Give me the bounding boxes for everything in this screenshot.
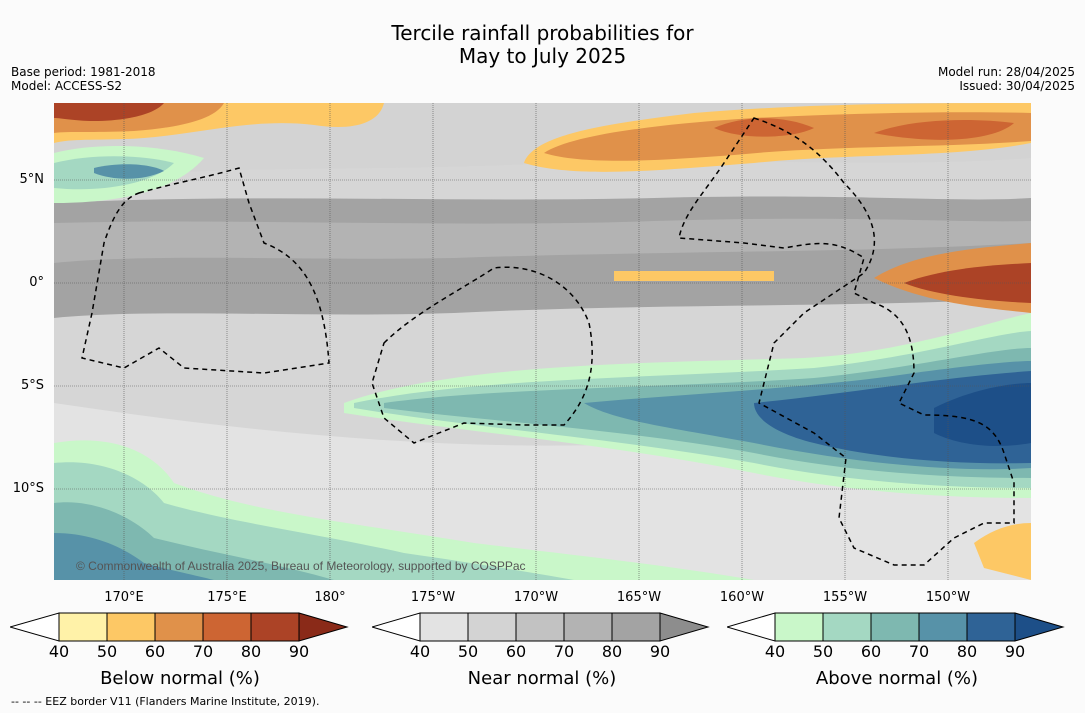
colorbar-near-normal-bar [370,612,710,642]
lon-label-175w: 175°W [410,590,456,605]
lon-label-170e: 170°E [104,590,144,605]
issued-date: Issued: 30/04/2025 [959,79,1075,93]
colorbar-near-normal-extend-right [659,612,710,642]
below-normal-bottomright [974,523,1031,580]
eez-legend-note: -- -- -- EEZ border V11 (Flanders Marine… [11,695,320,708]
colorbar-above-normal-swatch-3 [870,612,920,642]
colorbar-near-normal-swatch-3 [515,612,565,642]
colorbar-above-normal-label: Above normal (%) [815,668,979,689]
below-normal-topright-core2 [874,120,1014,140]
below-normal-equator-strip [614,271,774,281]
tick-above-70: 70 [908,642,930,661]
below-normal-topright-core [714,118,814,137]
colorbar-near-normal-swatch-2 [467,612,517,642]
colorbar-above-normal-extend-left [725,612,776,642]
tick-above-90: 90 [1004,642,1026,661]
colorbar-below-normal-swatch-1 [58,612,108,642]
lat-label-5n: 5°N [19,172,45,187]
colorbar-below-normal-extend-left [8,612,60,642]
lon-label-155w: 155°W [822,590,868,605]
colorbar-near-normal [370,612,712,646]
lat-label-5s: 5°S [20,378,44,393]
lon-label-175e: 175°E [207,590,247,605]
above-normal-south-deep [934,383,1031,446]
map-layers: © Commonwealth of Australia 2025, Bureau… [54,103,1031,580]
tick-below-40: 40 [48,642,70,661]
meta-left: Base period: 1981-2018 Model: ACCESS-S2 [11,65,156,93]
meta-right: Model run: 28/04/2025 Issued: 30/04/2025 [938,65,1075,93]
tick-above-40: 40 [764,642,786,661]
colorbar-below-normal-swatch-2 [106,612,156,642]
title-line-2: May to July 2025 [458,44,627,68]
tick-above-80: 80 [956,642,978,661]
tick-above-60: 60 [860,642,882,661]
colorbar-above-normal-extend-right [1014,612,1065,642]
tick-near-60: 60 [505,642,527,661]
tick-near-90: 90 [649,642,671,661]
colorbar-above-normal-swatch-1 [774,612,824,642]
tick-near-40: 40 [409,642,431,661]
colorbar-below-normal-label: Below normal (%) [100,668,260,689]
probability-map: © Commonwealth of Australia 2025, Bureau… [54,103,1031,580]
colorbar-below-normal [8,612,350,646]
colorbar-above-normal [725,612,1067,646]
lat-label-10s: 10°S [12,481,44,496]
map-credit: © Commonwealth of Australia 2025, Bureau… [76,559,526,573]
lon-label-170w: 170°W [513,590,559,605]
eez-borders [81,117,1015,566]
tick-below-80: 80 [240,642,262,661]
colorbar-near-normal-label: Near normal (%) [467,668,617,689]
lon-label-150w: 150°W [925,590,971,605]
colorbar-above-normal-bar [725,612,1065,642]
title-line-1: Tercile rainfall probabilities for [391,21,694,45]
colorbar-above-normal-swatch-4 [918,612,968,642]
lon-label-165w: 165°W [616,590,662,605]
lat-label-0: 0° [29,275,44,290]
colorbar-near-normal-swatch-1 [419,612,469,642]
colorbar-near-normal-swatch-5 [611,612,661,642]
below-normal-equator-core [904,263,1031,303]
colorbar-near-normal-extend-left [370,612,421,642]
lon-label-160w: 160°W [719,590,765,605]
colorbar-above-normal-swatch-2 [822,612,872,642]
model-name: Model: ACCESS-S2 [11,79,123,93]
tick-below-90: 90 [288,642,310,661]
colorbar-below-normal-swatch-4 [202,612,252,642]
tick-below-60: 60 [144,642,166,661]
tick-below-50: 50 [96,642,118,661]
map-title: Tercile rainfall probabilities for May t… [0,22,1085,68]
eez-phoenix [371,266,593,444]
colorbar-below-normal-extend-right [298,612,349,642]
model-run: Model run: 28/04/2025 [937,65,1075,79]
colorbar-above-normal-swatch-5 [966,612,1016,642]
tick-near-70: 70 [553,642,575,661]
eez-kiribati-gilbert [81,167,330,374]
tick-above-50: 50 [812,642,834,661]
colorbar-below-normal-swatch-5 [250,612,300,642]
colorbar-near-normal-swatch-4 [563,612,613,642]
tick-near-80: 80 [601,642,623,661]
grey-band-mid [54,218,1031,263]
colorbar-below-normal-swatch-3 [154,612,204,642]
below-normal-topleft-core [54,103,164,121]
graticule [54,103,1031,580]
above-normal-southwest-core [54,533,214,580]
tick-below-70: 70 [192,642,214,661]
lon-label-180: 180° [314,590,346,605]
base-period: Base period: 1981-2018 [11,65,156,79]
tick-near-50: 50 [457,642,479,661]
above-normal-topleft-core [94,164,164,179]
colorbar-below-normal-bar [8,612,349,642]
